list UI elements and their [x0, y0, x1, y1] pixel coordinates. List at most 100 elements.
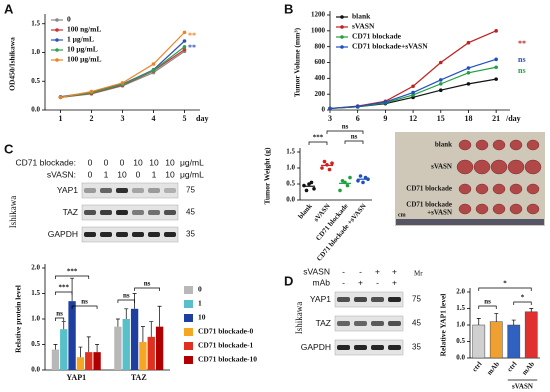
data-point	[345, 183, 350, 188]
data-point	[466, 66, 471, 70]
blot-header-value: 10	[165, 157, 175, 167]
y-tick-label: 600	[315, 58, 326, 66]
data-point	[120, 81, 125, 85]
error-bar	[494, 313, 499, 322]
x-tick-label: TAZ	[131, 373, 147, 382]
data-point	[438, 60, 443, 65]
sig-label: ns	[123, 292, 130, 300]
legend-label: CD71 blockade-0	[198, 327, 253, 336]
blot-band	[371, 321, 384, 326]
bar	[130, 308, 139, 370]
data-point	[338, 188, 342, 193]
blot-mw: 75	[186, 186, 195, 195]
blot-unit: μg/mL	[180, 169, 204, 179]
data-point	[411, 90, 415, 95]
x-tick-label: 6	[356, 114, 360, 123]
blot-membrane	[81, 204, 179, 221]
sig-label: ***	[67, 268, 78, 276]
y-axis-label: Tumor Volume (mm³)	[293, 27, 302, 97]
blot-band	[132, 188, 144, 193]
bar	[155, 326, 164, 370]
error-bar	[70, 277, 75, 302]
blot-mw: 45	[412, 319, 421, 328]
legend-label: sVASN	[352, 22, 375, 31]
legend-swatch	[184, 314, 193, 322]
photo-label: sVASN	[431, 163, 452, 171]
tumor	[475, 139, 489, 151]
legend-label: blank	[352, 12, 371, 21]
blot-band	[148, 210, 160, 215]
y-tick-label: 0.0	[286, 196, 295, 204]
x-tick-label: YAP1	[66, 373, 86, 382]
data-point	[151, 62, 156, 66]
blot-band	[164, 188, 176, 193]
sig-label: *	[521, 294, 525, 302]
y-tick-label: 0.5	[456, 337, 465, 345]
bar	[114, 326, 122, 370]
blot-band	[337, 297, 350, 302]
annotation: ns	[518, 55, 526, 64]
x-tick-label: 9	[383, 114, 387, 123]
tumor	[458, 183, 472, 195]
y-tick-label: 0.0	[31, 366, 40, 374]
blot-band	[164, 210, 176, 215]
blot-band	[371, 345, 384, 350]
blot-band-label: GAPDH	[301, 342, 331, 352]
photo-label: blank	[435, 141, 452, 149]
blot-band	[116, 210, 128, 215]
legend-label: 10	[198, 313, 206, 322]
data-point	[330, 161, 334, 165]
legend-marker	[340, 25, 344, 29]
blot-header-value: -	[359, 266, 362, 276]
x-tick-label: 1	[59, 114, 63, 123]
data-point	[182, 30, 187, 35]
sig-bracket	[71, 305, 98, 309]
legend-marker	[55, 28, 59, 32]
y-tick-label: 1.0	[31, 315, 40, 323]
bar	[507, 324, 521, 359]
tumor	[524, 159, 542, 175]
sig-bracket	[308, 141, 328, 145]
x-axis-label: day	[196, 114, 208, 123]
data-point	[89, 89, 94, 94]
panel-letter: B	[284, 1, 293, 16]
data-point	[466, 82, 471, 86]
data-point	[182, 39, 187, 43]
annotation: ns	[518, 66, 526, 75]
data-point	[327, 167, 332, 172]
legend-swatch	[184, 300, 193, 308]
y-axis-label: Relative YAP1 level	[439, 294, 448, 357]
y-tick-label: 0.5	[31, 340, 40, 348]
sig-label: ***	[313, 134, 324, 142]
legend-marker	[55, 48, 59, 52]
blot-header-label: sVASN	[303, 266, 330, 276]
data-point	[325, 163, 329, 167]
blot-band	[84, 210, 96, 215]
data-point	[438, 82, 443, 86]
blot-header-value: -	[342, 266, 345, 276]
legend-label: 0	[198, 285, 202, 294]
bar	[122, 319, 130, 370]
blot-band-label: TAZ	[316, 318, 331, 328]
y-tick-label: 1.0	[286, 164, 295, 172]
blot-band	[388, 297, 401, 302]
y-tick-label: 0	[322, 106, 326, 114]
blot-band	[337, 321, 350, 326]
legend-swatch	[184, 342, 193, 350]
blot-band	[354, 321, 367, 326]
data-point	[494, 57, 498, 62]
y-tick-label: 0.5	[286, 180, 295, 188]
blot-mw: 35	[186, 230, 195, 239]
x-tick-label: 12	[409, 114, 417, 123]
blot-unit: μg/mL	[180, 157, 204, 167]
blot-header-value: +	[392, 277, 397, 287]
sig-label: ns	[484, 298, 491, 306]
group-label: sVASN	[512, 383, 533, 391]
tumor	[473, 159, 491, 175]
sig-label: ns	[81, 298, 88, 306]
tumor	[475, 183, 489, 195]
error-bar	[511, 319, 516, 325]
bar	[139, 341, 147, 370]
legend-marker	[55, 18, 59, 22]
